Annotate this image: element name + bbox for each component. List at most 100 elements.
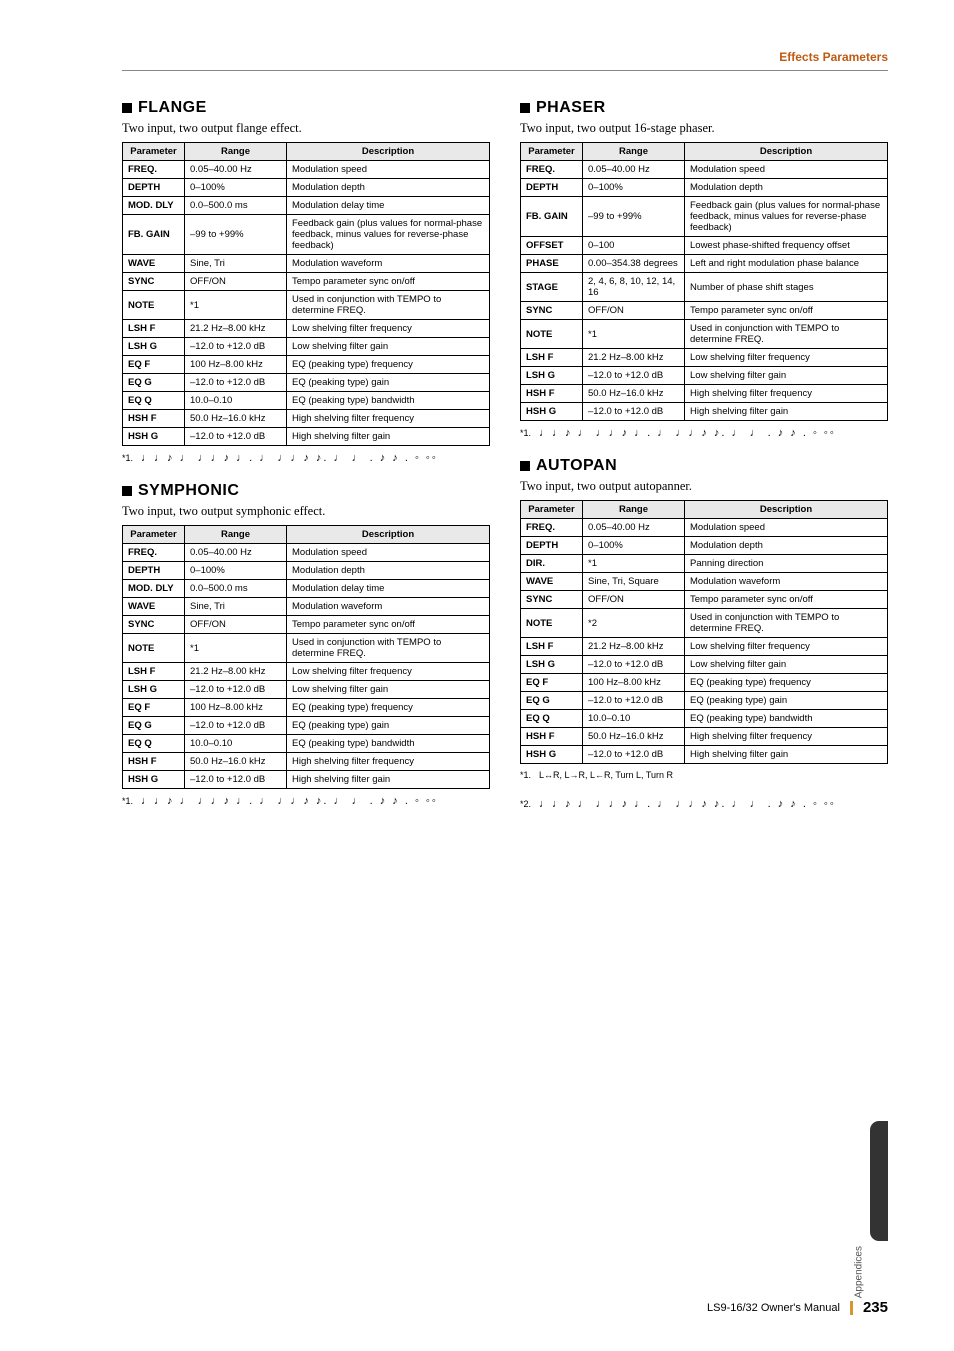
table-row: LSH G–12.0 to +12.0 dBLow shelving filte… (521, 367, 888, 385)
cell-param: DEPTH (521, 537, 583, 555)
cell-desc: Lowest phase-shifted frequency offset (685, 237, 888, 255)
cell-range: 0.05–40.00 Hz (583, 519, 685, 537)
cell-range: –12.0 to +12.0 dB (583, 656, 685, 674)
params-table: ParameterRangeDescriptionFREQ.0.05–40.00… (520, 500, 888, 764)
cell-param: LSH G (123, 681, 185, 699)
header-section: Effects Parameters (122, 50, 888, 64)
cell-range: 10.0–0.10 (185, 735, 287, 753)
cell-param: OFFSET (521, 237, 583, 255)
cell-range: –12.0 to +12.0 dB (185, 338, 287, 356)
table-row: SYNCOFF/ONTempo parameter sync on/off (521, 591, 888, 609)
footnote-label: *1. (520, 428, 531, 438)
cell-range: *1 (583, 555, 685, 573)
note-glyphs-icon: ♩♩♪ ♩ ♩♩♪ ♩. ♩ ♩♩♪ ♪. ♩ ♩ . ♪ ♪ . ◦ ◦◦ (539, 427, 836, 439)
cell-desc: EQ (peaking type) gain (287, 374, 490, 392)
cell-range: 100 Hz–8.00 kHz (185, 356, 287, 374)
cell-range: 50.0 Hz–16.0 kHz (583, 385, 685, 403)
cell-param: FB. GAIN (521, 197, 583, 237)
cell-range: 21.2 Hz–8.00 kHz (185, 663, 287, 681)
table-row: NOTE*1Used in conjunction with TEMPO to … (123, 291, 490, 320)
cell-range: 0.05–40.00 Hz (583, 161, 685, 179)
cell-range: 0.0–500.0 ms (185, 197, 287, 215)
cell-param: EQ Q (123, 735, 185, 753)
cell-range: 0.00–354.38 degrees (583, 255, 685, 273)
table-row: NOTE*2Used in conjunction with TEMPO to … (521, 609, 888, 638)
cell-range: Sine, Tri (185, 255, 287, 273)
table-row: HSH F50.0 Hz–16.0 kHzHigh shelving filte… (123, 753, 490, 771)
table-row: FB. GAIN–99 to +99%Feedback gain (plus v… (123, 215, 490, 255)
table-row: OFFSET0–100Lowest phase-shifted frequenc… (521, 237, 888, 255)
params-table: ParameterRangeDescriptionFREQ.0.05–40.00… (122, 142, 490, 446)
cell-desc: Tempo parameter sync on/off (287, 273, 490, 291)
cell-desc: EQ (peaking type) gain (685, 692, 888, 710)
cell-range: Sine, Tri, Square (583, 573, 685, 591)
cell-desc: Modulation depth (287, 562, 490, 580)
cell-desc: Modulation speed (287, 161, 490, 179)
cell-range: –12.0 to +12.0 dB (583, 746, 685, 764)
table-row: WAVESine, TriModulation waveform (123, 255, 490, 273)
cell-desc: Modulation speed (685, 519, 888, 537)
cell-param: EQ Q (521, 710, 583, 728)
cell-param: DEPTH (521, 179, 583, 197)
cell-param: EQ F (123, 699, 185, 717)
cell-desc: Low shelving filter frequency (685, 349, 888, 367)
cell-desc: High shelving filter frequency (287, 410, 490, 428)
cell-param: MOD. DLY (123, 580, 185, 598)
footnote: *1.♩♩♪ ♩ ♩♩♪ ♩. ♩ ♩♩♪ ♪. ♩ ♩ . ♪ ♪ . ◦ ◦… (122, 452, 490, 464)
cell-range: 0–100% (583, 179, 685, 197)
cell-desc: Low shelving filter frequency (287, 320, 490, 338)
cell-param: SYNC (521, 591, 583, 609)
cell-range: 0–100% (185, 562, 287, 580)
cell-desc: High shelving filter gain (287, 428, 490, 446)
cell-desc: Modulation waveform (287, 598, 490, 616)
table-row: LSH F21.2 Hz–8.00 kHzLow shelving filter… (521, 349, 888, 367)
cell-param: FREQ. (123, 161, 185, 179)
square-bullet-icon (122, 486, 132, 496)
cell-param: LSH G (521, 367, 583, 385)
cell-param: WAVE (521, 573, 583, 591)
section-symphonic: SYMPHONICTwo input, two output symphonic… (122, 482, 490, 807)
cell-param: HSH F (521, 385, 583, 403)
cell-param: DEPTH (123, 179, 185, 197)
cell-range: 10.0–0.10 (185, 392, 287, 410)
footnote-label: *2. (520, 799, 531, 809)
cell-range: 0–100% (185, 179, 287, 197)
square-bullet-icon (520, 461, 530, 471)
table-row: LSH G–12.0 to +12.0 dBLow shelving filte… (521, 656, 888, 674)
table-row: DEPTH0–100%Modulation depth (521, 179, 888, 197)
cell-range: OFF/ON (583, 591, 685, 609)
cell-desc: High shelving filter frequency (685, 385, 888, 403)
note-glyphs-icon: ♩♩♪ ♩ ♩♩♪ ♩. ♩ ♩♩♪ ♪. ♩ ♩ . ♪ ♪ . ◦ ◦◦ (141, 795, 438, 807)
table-row: FREQ.0.05–40.00 HzModulation speed (521, 519, 888, 537)
cell-param: HSH F (521, 728, 583, 746)
cell-range: 21.2 Hz–8.00 kHz (583, 638, 685, 656)
table-row: FREQ.0.05–40.00 HzModulation speed (521, 161, 888, 179)
cell-desc: Tempo parameter sync on/off (287, 616, 490, 634)
table-row: HSH F50.0 Hz–16.0 kHzHigh shelving filte… (521, 728, 888, 746)
section-title: SYMPHONIC (122, 482, 490, 500)
table-row: STAGE2, 4, 6, 8, 10, 12, 14, 16Number of… (521, 273, 888, 302)
table-row: DIR.*1Panning direction (521, 555, 888, 573)
cell-range: 50.0 Hz–16.0 kHz (185, 753, 287, 771)
cell-desc: Used in conjunction with TEMPO to determ… (287, 634, 490, 663)
content-columns: FLANGETwo input, two output flange effec… (122, 99, 888, 828)
section-phaser: PHASERTwo input, two output 16-stage pha… (520, 99, 888, 439)
cell-param: WAVE (123, 598, 185, 616)
cell-range: 2, 4, 6, 8, 10, 12, 14, 16 (583, 273, 685, 302)
cell-param: LSH G (123, 338, 185, 356)
cell-range: 10.0–0.10 (583, 710, 685, 728)
cell-param: FREQ. (521, 161, 583, 179)
col-header: Parameter (521, 501, 583, 519)
note-glyphs-icon: ♩♩♪ ♩ ♩♩♪ ♩. ♩ ♩♩♪ ♪. ♩ ♩ . ♪ ♪ . ◦ ◦◦ (539, 798, 836, 810)
section-title-text: FLANGE (138, 99, 207, 117)
table-row: EQ Q10.0–0.10EQ (peaking type) bandwidth (123, 392, 490, 410)
cell-desc: Modulation depth (685, 179, 888, 197)
cell-desc: Feedback gain (plus values for normal-ph… (287, 215, 490, 255)
cell-param: DIR. (521, 555, 583, 573)
cell-range: 0.05–40.00 Hz (185, 544, 287, 562)
table-row: EQ Q10.0–0.10EQ (peaking type) bandwidth (123, 735, 490, 753)
cell-param: LSH F (123, 320, 185, 338)
table-row: HSH G–12.0 to +12.0 dBHigh shelving filt… (123, 428, 490, 446)
footer-manual: LS9-16/32 Owner's Manual (707, 1302, 840, 1314)
cell-desc: Panning direction (685, 555, 888, 573)
